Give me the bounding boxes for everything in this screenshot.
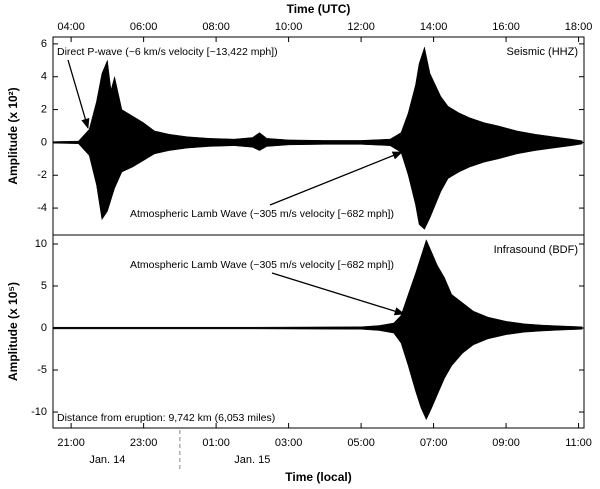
x-tick-label: 18:00	[565, 21, 593, 33]
signal-envelope	[52, 327, 583, 421]
x-tick-label: 01:00	[202, 437, 230, 449]
y-tick-label: -2	[37, 169, 47, 181]
x-tick-label: 11:00	[565, 437, 592, 449]
y-tick-label: 2	[41, 103, 47, 115]
y-tick-label: -4	[37, 202, 47, 214]
channel-label: Seismic (HHZ)	[507, 46, 579, 58]
x-tick-label: 07:00	[420, 437, 448, 449]
y-tick-label: -10	[31, 406, 47, 418]
x-tick-label: 23:00	[130, 437, 158, 449]
signal-envelope	[52, 239, 583, 329]
y-tick-label: 4	[41, 71, 47, 83]
signal-envelope	[52, 142, 583, 230]
annotation: Atmospheric Lamb Wave (~305 m/s velocity…	[130, 259, 394, 271]
annotation-arrow	[67, 59, 90, 129]
date-label: Jan. 15	[234, 454, 270, 466]
y-tick-label: 6	[41, 38, 47, 50]
annotation: Direct P-wave (~6 km/s velocity [~13,422…	[57, 46, 278, 58]
x-tick-label: 12:00	[347, 21, 375, 33]
x-tick-label: 10:00	[275, 21, 303, 33]
annotation-arrow	[271, 272, 405, 316]
channel-label: Infrasound (BDF)	[494, 244, 578, 256]
x-tick-label: 14:00	[420, 21, 448, 33]
annotation: Atmospheric Lamb Wave (~305 m/s velocity…	[130, 208, 394, 220]
annotation-bg	[129, 207, 395, 220]
x-tick-label: 16:00	[492, 21, 520, 33]
y-tick-label: 0	[41, 136, 47, 148]
x-tick-label: 05:00	[347, 437, 375, 449]
annotation-arrow	[269, 151, 403, 206]
note: Distance from eruption: 9,742 km (6,053 …	[57, 412, 275, 424]
y-tick-label: 10	[35, 238, 47, 250]
x-tick-label: 06:00	[130, 21, 158, 33]
x-tick-label: 03:00	[275, 437, 303, 449]
y-axis-title: Amplitude (x 10⁵)	[6, 282, 20, 381]
signal-envelope	[52, 46, 583, 143]
y-tick-label: -5	[37, 364, 47, 376]
date-label: Jan. 14	[89, 454, 125, 466]
annotation-bg	[129, 258, 395, 271]
x-tick-label: 08:00	[202, 21, 230, 33]
x-axis-title: Time (UTC)	[287, 2, 351, 16]
x-tick-label: 09:00	[492, 437, 520, 449]
x-tick-label: 04:00	[57, 21, 85, 33]
annotation-bg	[56, 45, 279, 58]
x-tick-label: 21:00	[57, 437, 85, 449]
x-axis-title: Time (local)	[285, 470, 351, 484]
y-tick-label: 5	[41, 280, 47, 292]
y-axis-title: Amplitude (x 10²)	[6, 87, 20, 184]
y-tick-label: 0	[41, 322, 47, 334]
frame	[52, 36, 585, 429]
